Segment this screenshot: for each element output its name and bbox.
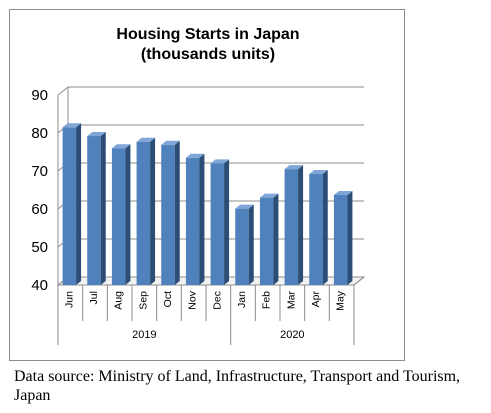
bar-top: [210, 159, 230, 164]
bar-front: [210, 163, 225, 285]
bar-top: [259, 193, 279, 198]
bar-top: [284, 165, 304, 170]
bar-front: [235, 208, 249, 285]
x-tick-label: Mar: [285, 291, 297, 310]
group-label-2020: 2020: [280, 329, 304, 341]
x-tick-label: May: [335, 290, 347, 311]
housing-starts-chart: Housing Starts in Japan (thousands units…: [31, 26, 366, 345]
bar-side: [76, 123, 82, 285]
bar-nov: [185, 153, 205, 285]
bar-side: [248, 204, 254, 285]
x-tick-label: Jul: [88, 291, 100, 304]
y-tick-label: 80: [31, 125, 48, 142]
bar-mar: [284, 165, 304, 285]
bar-side: [150, 137, 156, 285]
bar-side: [224, 159, 230, 285]
bar-jan: [235, 204, 254, 285]
bar-top: [235, 204, 254, 209]
bar-top: [136, 137, 156, 142]
x-tick-label: Aug: [113, 291, 125, 310]
bar-side: [273, 193, 279, 285]
x-tick-label: Jan: [236, 291, 248, 308]
bar-top: [185, 153, 205, 158]
bar-top: [62, 123, 82, 128]
bar-side: [174, 140, 180, 285]
y-tick-label: 40: [31, 277, 48, 294]
chart-title-line-2: (thousands units): [141, 46, 275, 63]
bar-side: [199, 153, 205, 285]
chart-title-line-1: Housing Starts in Japan: [116, 26, 299, 43]
bar-front: [161, 144, 175, 285]
data-source-note: Data source: Ministry of Land, Infrastru…: [14, 368, 461, 404]
x-tick-label: Feb: [261, 291, 273, 309]
axis-labels: 40 50 60 70 80 90 Jun Jul Aug Sep Oct Nov Dec Jan Feb M…: [31, 87, 346, 341]
x-tick-label: Apr: [310, 291, 322, 308]
bar-side: [125, 144, 131, 285]
bar-dec: [210, 159, 230, 285]
bar-sep: [136, 137, 156, 285]
bar-front: [87, 136, 101, 285]
bar-side: [322, 170, 328, 285]
y-tick-label: 50: [31, 239, 48, 256]
floor-right-edge: [353, 276, 365, 286]
bar-front: [333, 194, 348, 285]
bar-side: [347, 190, 353, 285]
bars: [62, 123, 353, 285]
bar-aug: [111, 144, 131, 285]
bar-top: [111, 144, 131, 149]
bar-front: [185, 157, 200, 285]
group-label-2019: 2019: [132, 329, 156, 341]
bar-jun: [62, 123, 82, 285]
y-tick-label: 70: [31, 163, 48, 180]
bar-top: [87, 132, 106, 137]
bar-side: [298, 165, 304, 285]
chart-frame: Housing Starts in Japan (thousands units…: [9, 9, 405, 361]
bar-front: [284, 169, 299, 285]
y-tick-label: 60: [31, 201, 48, 218]
bar-oct: [161, 140, 180, 285]
bar-front: [259, 197, 274, 285]
y-tick-label: 90: [31, 87, 48, 104]
bar-front: [309, 174, 323, 285]
bar-apr: [309, 170, 328, 285]
bar-front: [111, 148, 126, 285]
x-tick-label: Jun: [63, 291, 75, 308]
bar-may: [333, 190, 353, 285]
x-tick-label: Sep: [137, 291, 149, 310]
x-tick-label: Oct: [162, 291, 174, 307]
bar-front: [136, 141, 151, 285]
bar-top: [333, 190, 353, 195]
bar-side: [100, 132, 106, 285]
gridline-depth-90: [57, 86, 69, 96]
bar-top: [161, 140, 180, 145]
bar-feb: [259, 193, 279, 285]
bar-jul: [87, 132, 106, 285]
bar-top: [309, 170, 328, 175]
bar-front: [62, 127, 77, 285]
x-tick-label: Nov: [187, 290, 199, 309]
x-tick-label: Dec: [211, 291, 223, 310]
